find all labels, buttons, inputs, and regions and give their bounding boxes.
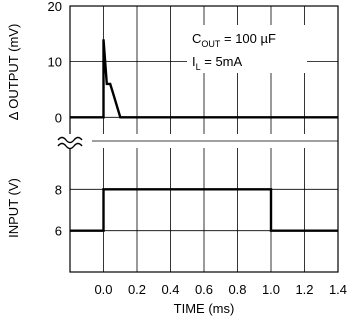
axis-break xyxy=(56,134,338,150)
input-trace xyxy=(70,188,338,232)
cout-subscript: OUT xyxy=(201,39,221,49)
x-tick-label: 0.2 xyxy=(128,282,146,297)
x-tick-label: 1.2 xyxy=(295,282,313,297)
top-y-tick-label: 10 xyxy=(48,55,62,70)
x-tick-label: 0.6 xyxy=(195,282,213,297)
x-tick-labels: 0.0 0.2 0.4 0.6 0.8 1.0 1.2 1.4 xyxy=(94,282,347,297)
bottom-y-tick-labels: 68 xyxy=(55,182,62,238)
x-tick-label: 1.0 xyxy=(262,282,280,297)
bottom-y-axis-title: INPUT (V) xyxy=(6,178,21,238)
annotation-backdrop xyxy=(187,25,307,73)
bottom-panel-grid xyxy=(70,148,338,272)
x-tick-label: 0.0 xyxy=(94,282,112,297)
il-subscript: L xyxy=(196,62,201,72)
x-tick-label: 0.4 xyxy=(161,282,179,297)
top-y-tick-labels: 0 10 20 xyxy=(48,0,62,125)
x-axis-title: TIME (ms) xyxy=(174,301,235,316)
cout-symbol: C xyxy=(192,31,201,46)
top-y-tick-label: 20 xyxy=(48,0,62,14)
cout-value: = 100 µF xyxy=(220,31,276,46)
top-y-axis-title: Δ OUTPUT (mV) xyxy=(6,24,21,121)
top-y-tick-label: 0 xyxy=(55,110,62,125)
x-tick-label: 0.8 xyxy=(228,282,246,297)
axis-break-symbol xyxy=(57,136,83,150)
il-annotation: IL = 5mA xyxy=(192,54,243,72)
output-trace xyxy=(70,39,338,119)
bottom-y-tick-label: 6 xyxy=(55,224,62,239)
bottom-y-tick-label: 8 xyxy=(55,182,62,197)
cout-annotation: COUT = 100 µF xyxy=(192,31,276,49)
il-symbol: I xyxy=(192,54,196,69)
il-value: = 5mA xyxy=(201,54,243,69)
x-tick-label: 1.4 xyxy=(329,282,347,297)
